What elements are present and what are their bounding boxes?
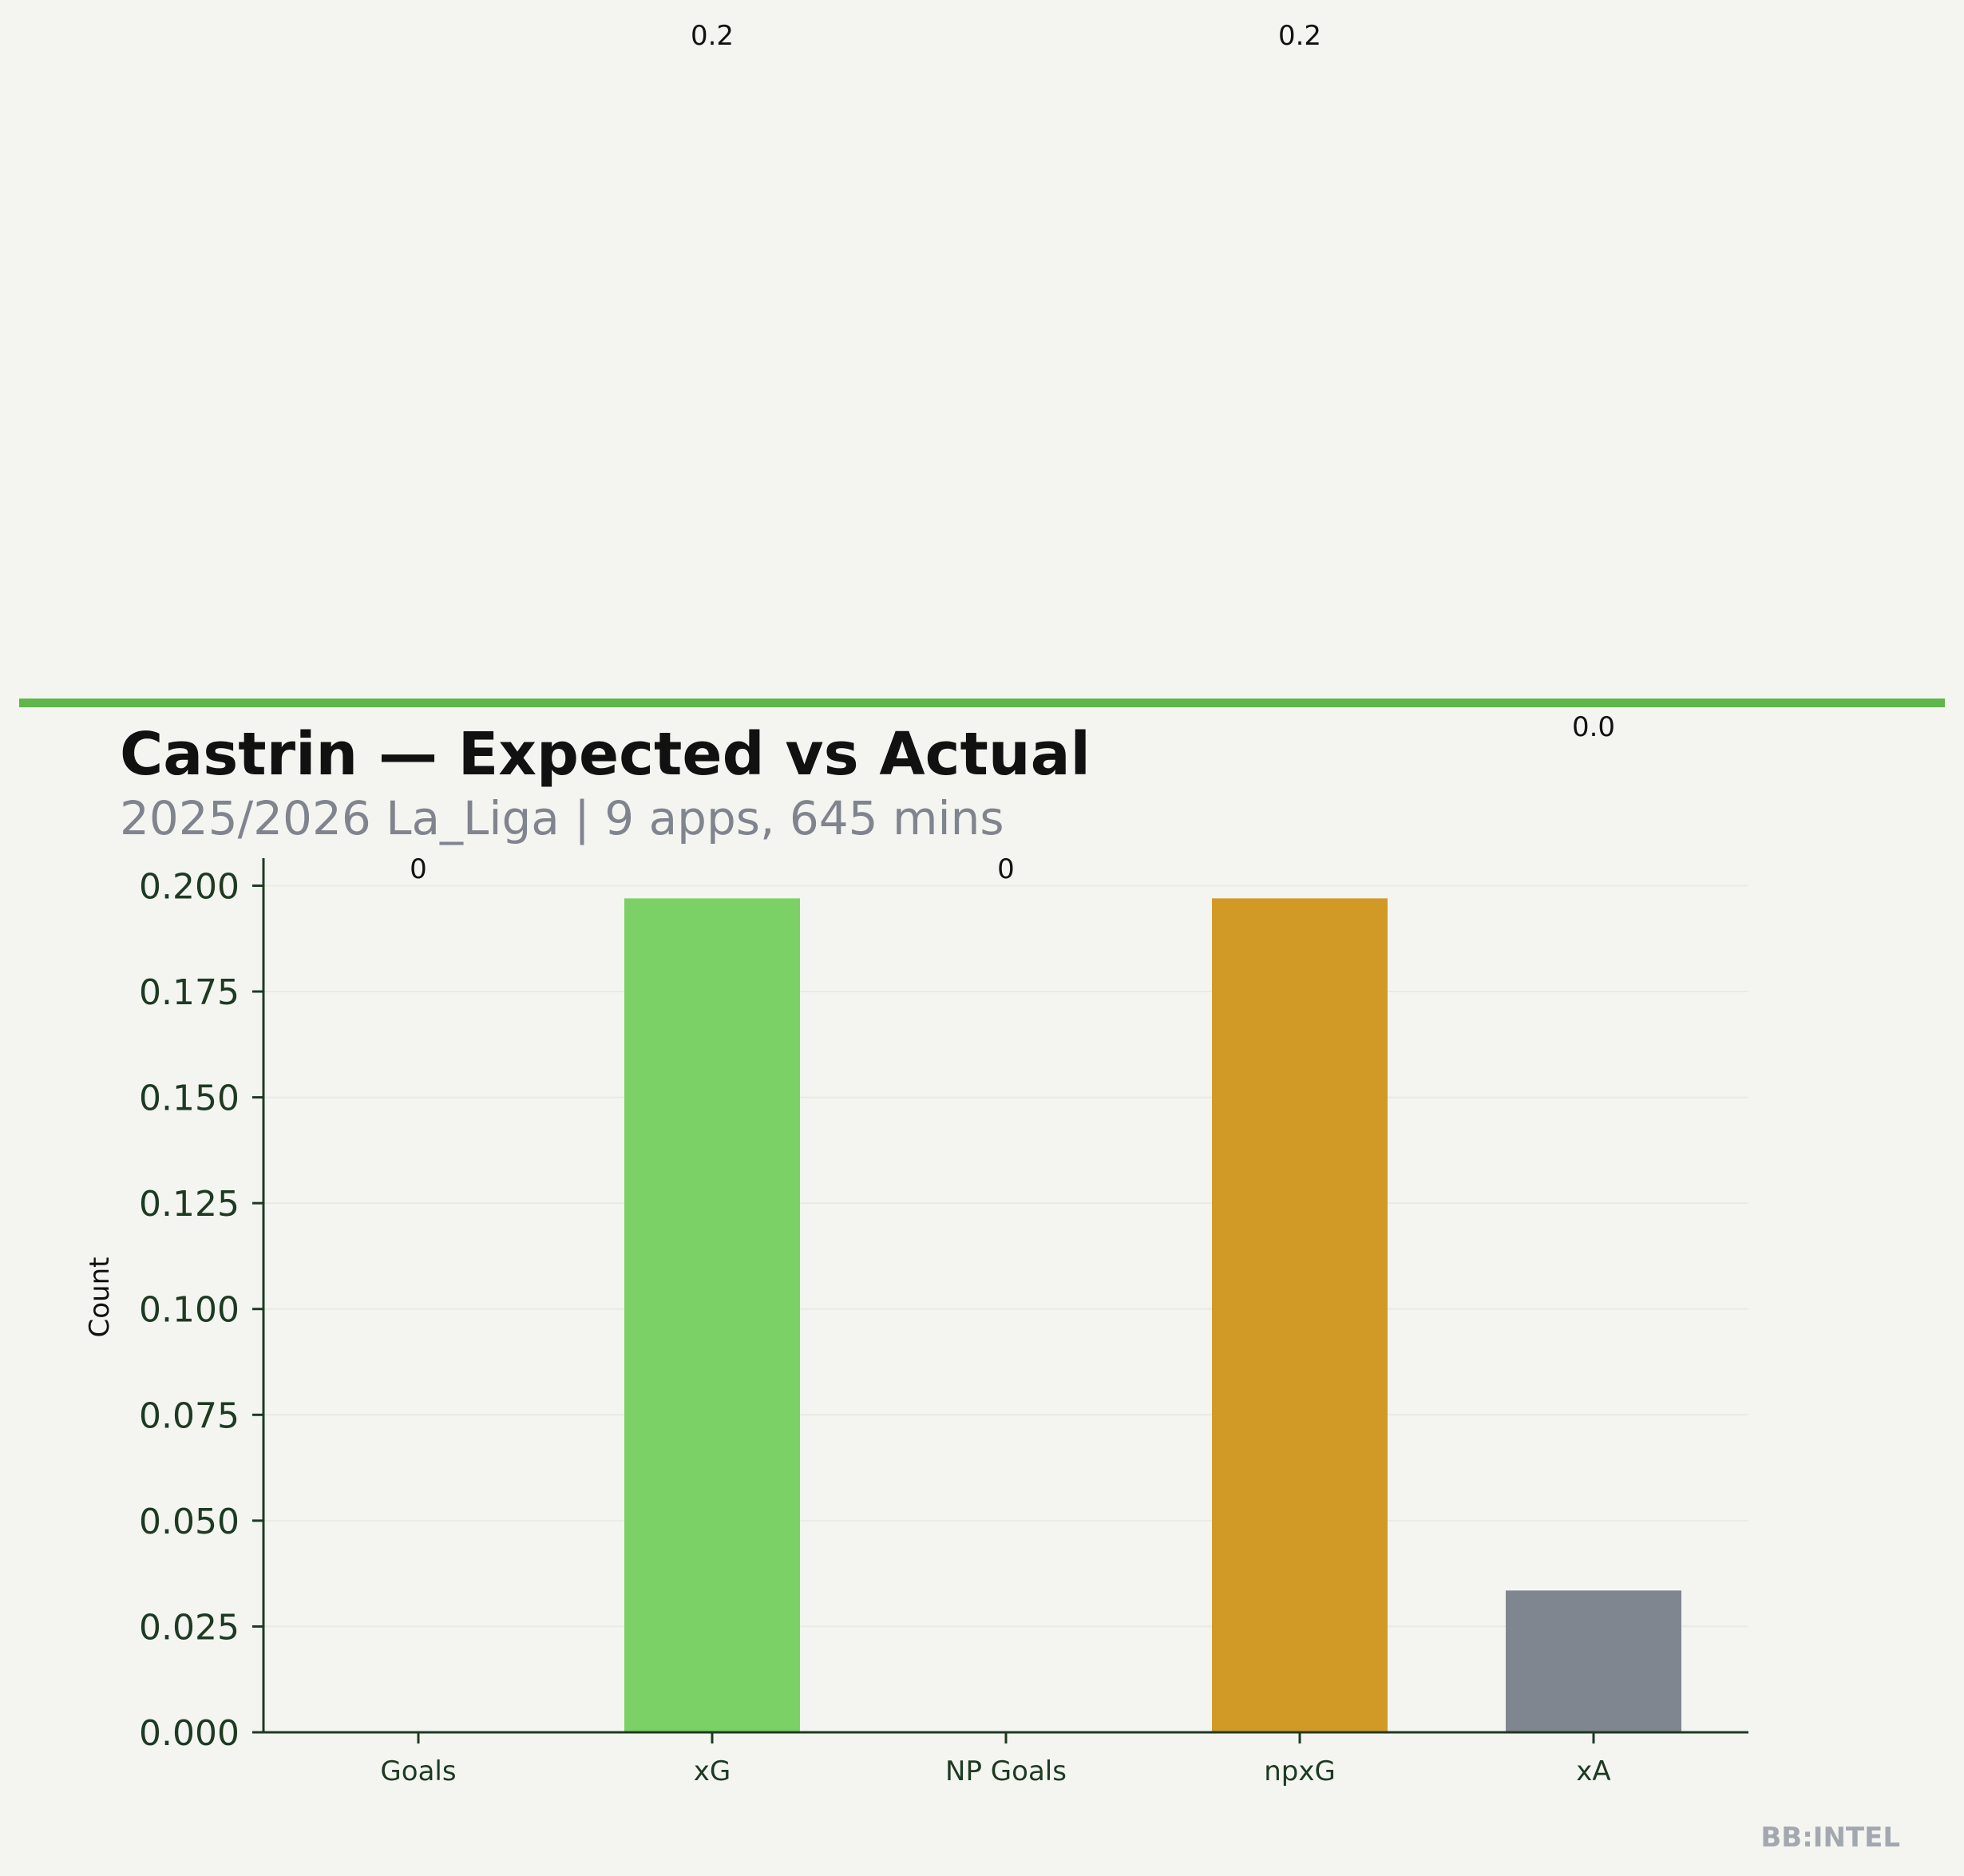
grid-lines (263, 885, 1748, 1628)
y-tick-label: 0.000 (139, 1713, 240, 1754)
bars (624, 898, 1681, 1732)
y-axis-label: Count (84, 1257, 116, 1338)
y-tick-label: 0.100 (139, 1290, 240, 1331)
data-label: 0.2 (691, 20, 734, 52)
data-labels: 0 0.2 0 0.2 0.0 (410, 20, 1615, 885)
chart-title: Castrin — Expected vs Actual (120, 720, 1091, 789)
data-label: 0.0 (1572, 711, 1615, 743)
watermark: BB:INTEL (1760, 1822, 1900, 1854)
bar-npxg (1212, 898, 1388, 1732)
bar-xa (1506, 1590, 1681, 1732)
data-label: 0.2 (1278, 20, 1321, 52)
y-tick-label: 0.050 (139, 1502, 240, 1542)
x-tick-label: xG (694, 1755, 731, 1787)
axes (252, 858, 1748, 1743)
y-tick-label: 0.125 (139, 1184, 240, 1225)
y-tick-labels: 0.000 0.025 0.050 0.075 0.100 0.125 0.150 0.175… (139, 866, 240, 1754)
x-tick-label: NP Goals (945, 1755, 1067, 1787)
y-tick-label: 0.075 (139, 1395, 240, 1436)
y-tick-label: 0.175 (139, 972, 240, 1013)
y-tick-label: 0.200 (139, 866, 240, 907)
bar-xg (624, 898, 800, 1732)
accent-rule (19, 699, 1945, 707)
x-tick-labels: Goals xG NP Goals npxG xA (380, 1755, 1610, 1787)
x-tick-label: xA (1576, 1755, 1610, 1787)
data-label: 0 (997, 853, 1015, 885)
chart-subtitle: 2025/2026 La_Liga | 9 apps, 645 mins (120, 791, 1004, 845)
x-tick-label: npxG (1264, 1755, 1336, 1787)
data-label: 0 (410, 853, 427, 885)
y-tick-label: 0.025 (139, 1607, 240, 1648)
y-tick-label: 0.150 (139, 1079, 240, 1119)
x-tick-label: Goals (380, 1755, 456, 1787)
